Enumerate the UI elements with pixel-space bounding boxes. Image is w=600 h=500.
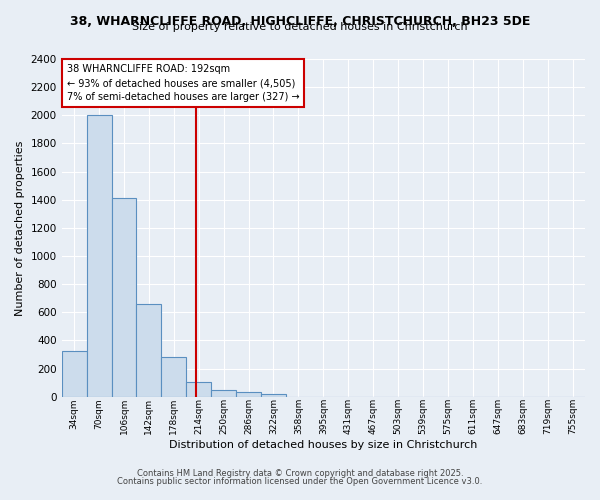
- X-axis label: Distribution of detached houses by size in Christchurch: Distribution of detached houses by size …: [169, 440, 478, 450]
- Bar: [112, 198, 136, 396]
- Bar: [186, 382, 211, 396]
- Text: Contains public sector information licensed under the Open Government Licence v3: Contains public sector information licen…: [118, 477, 482, 486]
- Text: Size of property relative to detached houses in Christchurch: Size of property relative to detached ho…: [132, 22, 468, 32]
- Bar: [86, 116, 112, 396]
- Text: 38, WHARNCLIFFE ROAD, HIGHCLIFFE, CHRISTCHURCH, BH23 5DE: 38, WHARNCLIFFE ROAD, HIGHCLIFFE, CHRIST…: [70, 15, 530, 28]
- Text: Contains HM Land Registry data © Crown copyright and database right 2025.: Contains HM Land Registry data © Crown c…: [137, 468, 463, 477]
- Bar: [236, 392, 261, 396]
- Bar: [211, 390, 236, 396]
- Bar: [136, 304, 161, 396]
- Bar: [261, 394, 286, 396]
- Y-axis label: Number of detached properties: Number of detached properties: [15, 140, 25, 316]
- Bar: [161, 356, 186, 397]
- Text: 38 WHARNCLIFFE ROAD: 192sqm
← 93% of detached houses are smaller (4,505)
7% of s: 38 WHARNCLIFFE ROAD: 192sqm ← 93% of det…: [67, 64, 299, 102]
- Bar: [62, 351, 86, 397]
